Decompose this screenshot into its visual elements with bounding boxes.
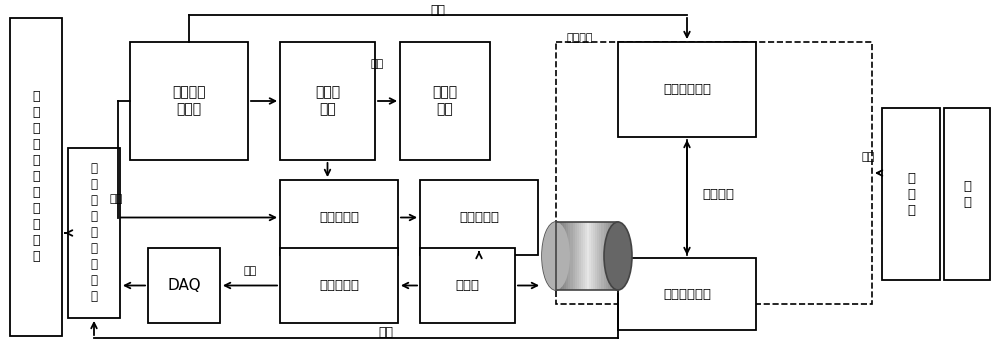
Bar (400, 42, 490, 160)
Bar (618, 258, 756, 330)
Bar (597, 222, 600, 290)
Text: 信号放大器: 信号放大器 (319, 279, 359, 292)
Text: 采集: 采集 (378, 325, 394, 338)
Text: 双工器: 双工器 (456, 279, 480, 292)
Bar (420, 248, 515, 323)
Bar (608, 222, 610, 290)
Text: 注射: 注射 (861, 152, 875, 162)
Text: 多路复用器: 多路复用器 (459, 211, 499, 224)
Bar (566, 222, 569, 290)
Bar (612, 222, 614, 290)
Bar (606, 222, 608, 290)
Bar (570, 222, 573, 290)
Bar (591, 222, 594, 290)
Bar (560, 222, 563, 290)
Bar (610, 222, 612, 290)
Text: 血压测量探头: 血压测量探头 (663, 83, 711, 96)
Bar (593, 222, 596, 290)
Text: 超声探头: 超声探头 (567, 33, 593, 43)
Bar (581, 222, 583, 290)
Bar (614, 222, 616, 290)
Text: 触发: 触发 (430, 4, 446, 17)
Bar (579, 222, 581, 290)
Bar (599, 222, 602, 290)
Bar (595, 222, 598, 290)
Text: 肝门静脉: 肝门静脉 (702, 189, 734, 202)
Bar (568, 222, 571, 290)
Bar (577, 222, 579, 290)
Bar (556, 222, 559, 290)
Text: 触发: 触发 (370, 59, 384, 69)
Bar (562, 222, 565, 290)
Text: 造
影
剂: 造 影 剂 (907, 171, 915, 216)
Bar (618, 42, 756, 137)
Bar (558, 222, 561, 290)
Text: 采集: 采集 (243, 266, 257, 276)
Bar (587, 222, 590, 290)
Text: 换能器阵列: 换能器阵列 (319, 211, 359, 224)
Text: 超
声: 超 声 (963, 180, 971, 208)
Text: 功率放
大器: 功率放 大器 (432, 85, 458, 117)
Bar (601, 222, 604, 290)
Bar (564, 222, 567, 290)
Ellipse shape (542, 222, 570, 290)
Bar (148, 248, 220, 323)
Bar (280, 248, 398, 323)
Bar (882, 108, 940, 280)
Bar (420, 180, 538, 255)
Bar (575, 222, 577, 290)
Text: 信
号
和
图
像
处
理
单
元: 信 号 和 图 像 处 理 单 元 (90, 162, 98, 303)
Bar (589, 222, 592, 290)
Text: DAQ: DAQ (167, 278, 201, 293)
Text: 任意波形
发生器: 任意波形 发生器 (172, 85, 206, 117)
Bar (10, 18, 62, 336)
Ellipse shape (604, 222, 632, 290)
Bar (556, 42, 872, 304)
Bar (130, 42, 248, 160)
Bar (585, 222, 588, 290)
Text: 静
脉
压
力
计
算
及
显
示
单
元: 静 脉 压 力 计 算 及 显 示 单 元 (32, 90, 40, 264)
Text: 波束形
成器: 波束形 成器 (315, 85, 340, 117)
Bar (556, 222, 618, 290)
Text: 血压采集单元: 血压采集单元 (663, 288, 711, 301)
Bar (583, 222, 585, 290)
Bar (280, 180, 398, 255)
Bar (616, 222, 618, 290)
Text: 触发: 触发 (109, 194, 123, 204)
Bar (944, 108, 990, 280)
Ellipse shape (542, 222, 570, 290)
Bar (573, 222, 575, 290)
Bar (604, 222, 606, 290)
Bar (280, 42, 375, 160)
Bar (68, 148, 120, 318)
